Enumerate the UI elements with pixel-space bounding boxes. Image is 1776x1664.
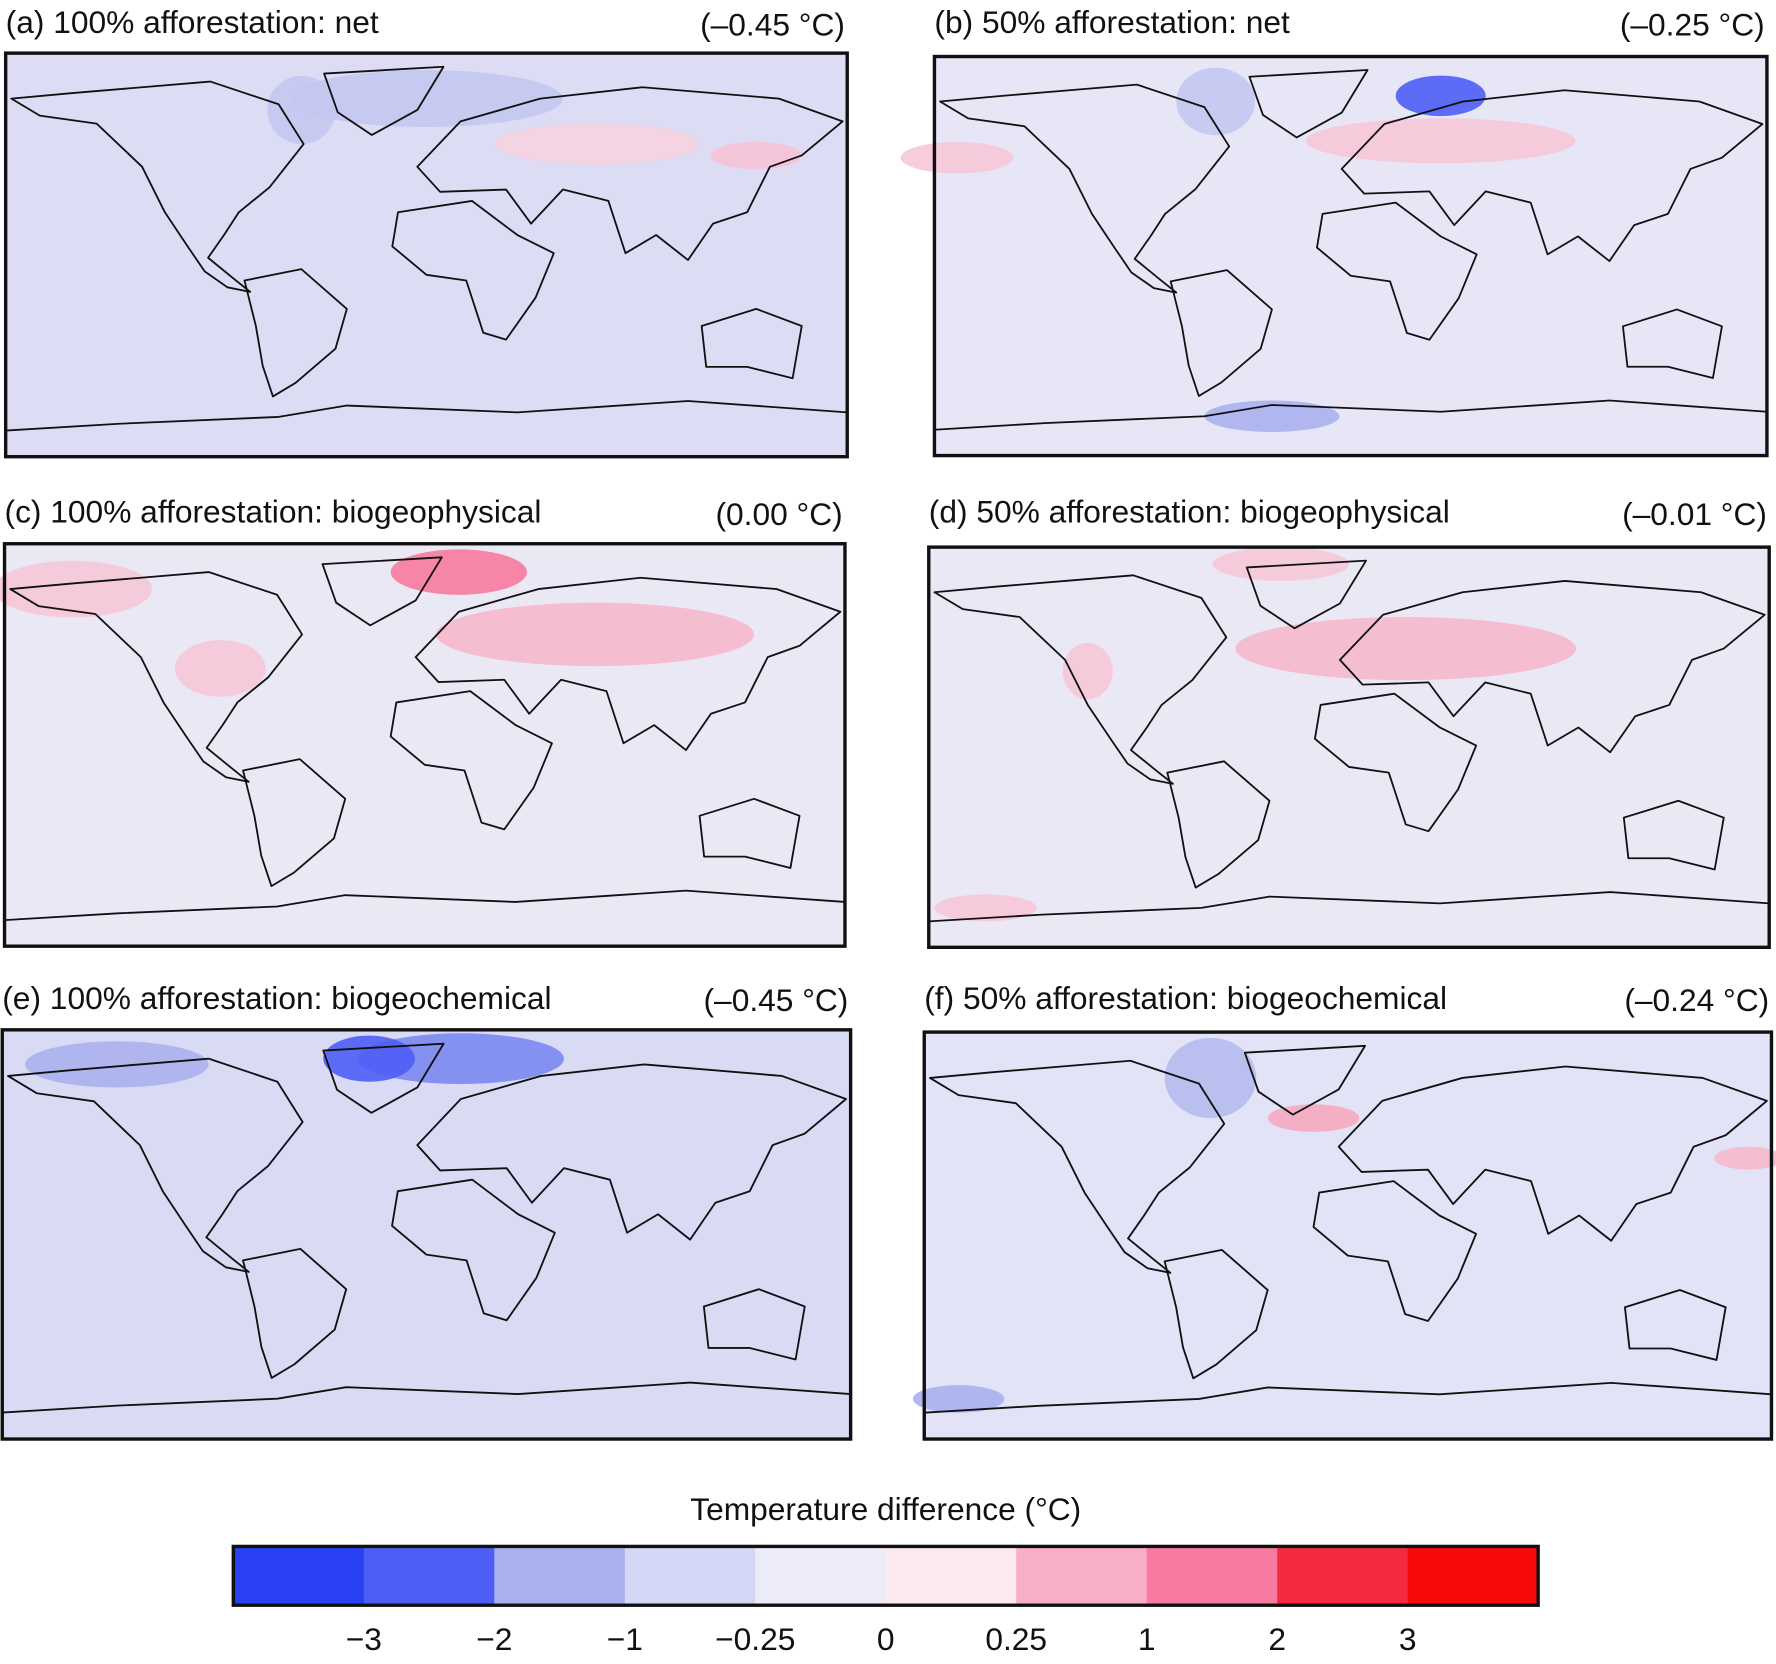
map-shading [912, 1037, 1776, 1414]
shading-blob [0, 560, 153, 618]
map-shading [4, 65, 849, 432]
map-shading [1, 1033, 852, 1414]
panel-mean: (–0.01 °C) [1622, 496, 1767, 532]
color-band [885, 1546, 1017, 1606]
color-band [494, 1546, 626, 1606]
map-panel [900, 54, 1769, 458]
shading-blob [912, 1385, 1005, 1413]
color-band [1016, 1546, 1148, 1606]
colorbar-tick-label: −1 [607, 1621, 643, 1657]
map-frame [927, 545, 1771, 949]
shading-blob [174, 640, 266, 697]
shading-blob [1204, 400, 1340, 432]
shading-blob [1062, 642, 1113, 700]
shading-blob [1305, 118, 1576, 164]
map-panel [912, 1030, 1776, 1441]
shading-blob [436, 602, 755, 667]
map-frame [922, 1030, 1774, 1441]
map-shading [900, 67, 1768, 432]
panel-mean: (–0.45 °C) [704, 982, 849, 1018]
shading-blob [1395, 75, 1486, 117]
map-background [928, 547, 1770, 948]
shading-blob [1714, 1146, 1776, 1170]
shading-blob [934, 894, 1037, 922]
panel-mean: (–0.45 °C) [700, 7, 845, 43]
map-background [924, 1032, 1772, 1440]
shading-blob [1235, 617, 1577, 681]
map-frame [0, 1028, 853, 1441]
map-shading [927, 547, 1771, 923]
colorbar-tick-label: 0.25 [985, 1621, 1047, 1657]
shading-blob [1164, 1037, 1257, 1119]
colorbar-tick-label: −0.25 [715, 1621, 795, 1657]
shading-blob [900, 141, 1014, 174]
panel-title: (d) 50% afforestation: biogeophysical [929, 494, 1450, 530]
colorbar-tick-label: −2 [476, 1621, 512, 1657]
shading-blob [1212, 547, 1349, 581]
color-band [233, 1546, 365, 1606]
colorbar-tick-label: 0 [877, 1621, 895, 1657]
shading-blob [494, 123, 700, 165]
color-band [1277, 1546, 1409, 1606]
map-panel [0, 542, 847, 948]
panel-title: (f) 50% afforestation: biogeochemical [924, 980, 1447, 1016]
colorbar-frame [231, 1544, 1540, 1607]
color-band [363, 1546, 495, 1606]
map-frame [3, 51, 849, 459]
color-band [1146, 1546, 1278, 1606]
map-frame [2, 542, 847, 948]
panel-mean: (–0.25 °C) [1620, 7, 1765, 43]
shading-blob [267, 75, 336, 145]
panel-title: (e) 100% afforestation: biogeochemical [2, 980, 551, 1016]
color-band [624, 1546, 756, 1606]
panel-title: (a) 100% afforestation: net [6, 4, 379, 40]
map-shading [0, 549, 846, 922]
colorbar-tick-label: 3 [1399, 1621, 1417, 1657]
map-panel [927, 545, 1771, 949]
colorbar-tick-label: 2 [1268, 1621, 1286, 1657]
map-frame [932, 54, 1769, 458]
color-band [755, 1546, 887, 1606]
panel-mean: (–0.24 °C) [1624, 982, 1769, 1018]
colorbar-tick-label: 1 [1138, 1621, 1156, 1657]
map-background [4, 543, 845, 947]
panel-title: (c) 100% afforestation: biogeophysical [5, 494, 542, 530]
map-panel [3, 51, 849, 459]
colorbar-label: Temperature difference (°C) [690, 1491, 1081, 1527]
shading-blob [289, 70, 563, 128]
color-band [1407, 1546, 1539, 1606]
map-panel [0, 1028, 853, 1441]
shading-blob [1267, 1104, 1360, 1132]
colorbar-tick-label: −3 [346, 1621, 382, 1657]
shading-blob [1176, 67, 1256, 136]
map-background [2, 1029, 851, 1440]
panel-mean: (0.00 °C) [715, 496, 842, 532]
shading-blob [323, 1035, 415, 1082]
shading-blob [710, 141, 802, 170]
map-background [934, 56, 1767, 456]
shading-blob [390, 549, 527, 595]
shading-blob [25, 1041, 209, 1088]
panel-title: (b) 50% afforestation: net [934, 4, 1290, 40]
